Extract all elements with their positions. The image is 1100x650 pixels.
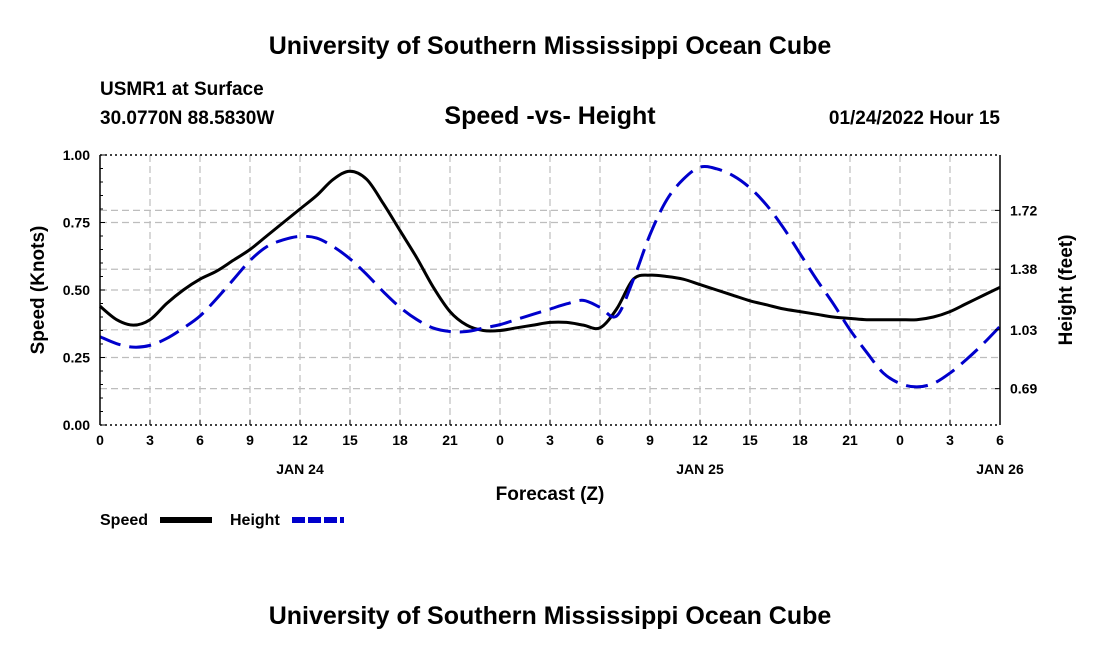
x-tick-label: 21 <box>842 432 858 448</box>
y2-tick-label: 0.69 <box>1010 381 1037 397</box>
x-tick-label: 6 <box>596 432 604 448</box>
y-tick-label: 0.00 <box>63 417 90 433</box>
day-label: JAN 24 <box>276 461 324 477</box>
x-tick-label: 15 <box>342 432 358 448</box>
forecast-date: 01/24/2022 Hour 15 <box>829 108 1001 129</box>
x-tick-label: 9 <box>246 432 254 448</box>
series-line-height <box>99 164 1002 389</box>
x-tick-label: 9 <box>646 432 654 448</box>
x-tick-label: 3 <box>146 432 154 448</box>
x-tick-label: 6 <box>196 432 204 448</box>
day-label: JAN 26 <box>976 461 1024 477</box>
x-axis-label: Forecast (Z) <box>496 484 605 505</box>
x-tick-label: 0 <box>496 432 504 448</box>
grid-lines <box>100 155 1000 425</box>
x-tick-label: 15 <box>742 432 758 448</box>
chart-title: Speed -vs- Height <box>444 102 656 130</box>
x-tick-label: 3 <box>546 432 554 448</box>
x-tick-label: 12 <box>692 432 708 448</box>
x-tick-label: 3 <box>946 432 954 448</box>
y-tick-label: 0.75 <box>63 215 90 231</box>
series-line-speed <box>99 169 1001 333</box>
y2-tick-label: 1.72 <box>1010 202 1037 218</box>
station-label: USMR1 at Surface <box>100 79 264 100</box>
y2-tick-label: 1.38 <box>1010 261 1037 277</box>
x-tick-label: 0 <box>96 432 104 448</box>
legend-label-speed: Speed <box>100 512 148 529</box>
axis-ticks: 0 3 6 9 12 15 18 21 0 3 6 9 12 15 18 21 0 3 6 JAN 24 JAN 25 J… <box>63 147 1038 477</box>
x-tick-label: 21 <box>442 432 458 448</box>
day-label: JAN 25 <box>676 461 724 477</box>
legend: Speed Height <box>100 512 344 529</box>
page-title: University of Southern Mississippi Ocean… <box>269 32 832 60</box>
x-tick-label: 18 <box>392 432 408 448</box>
data-series <box>99 164 1002 389</box>
x-tick-label: 6 <box>996 432 1004 448</box>
y-tick-label: 0.25 <box>63 350 90 366</box>
y-tick-label: 0.50 <box>63 282 90 298</box>
x-tick-label: 12 <box>292 432 308 448</box>
station-coords: 30.0770N 88.5830W <box>100 108 274 129</box>
footer-title: University of Southern Mississippi Ocean… <box>269 602 832 630</box>
y-axis-label: Speed (Knots) <box>28 226 49 355</box>
y2-axis-label: Height (feet) <box>1056 235 1077 346</box>
x-tick-label: 18 <box>792 432 808 448</box>
legend-label-height: Height <box>230 512 280 529</box>
x-tick-label: 0 <box>896 432 904 448</box>
y-tick-label: 1.00 <box>63 147 90 163</box>
y2-tick-label: 1.03 <box>1010 322 1037 338</box>
